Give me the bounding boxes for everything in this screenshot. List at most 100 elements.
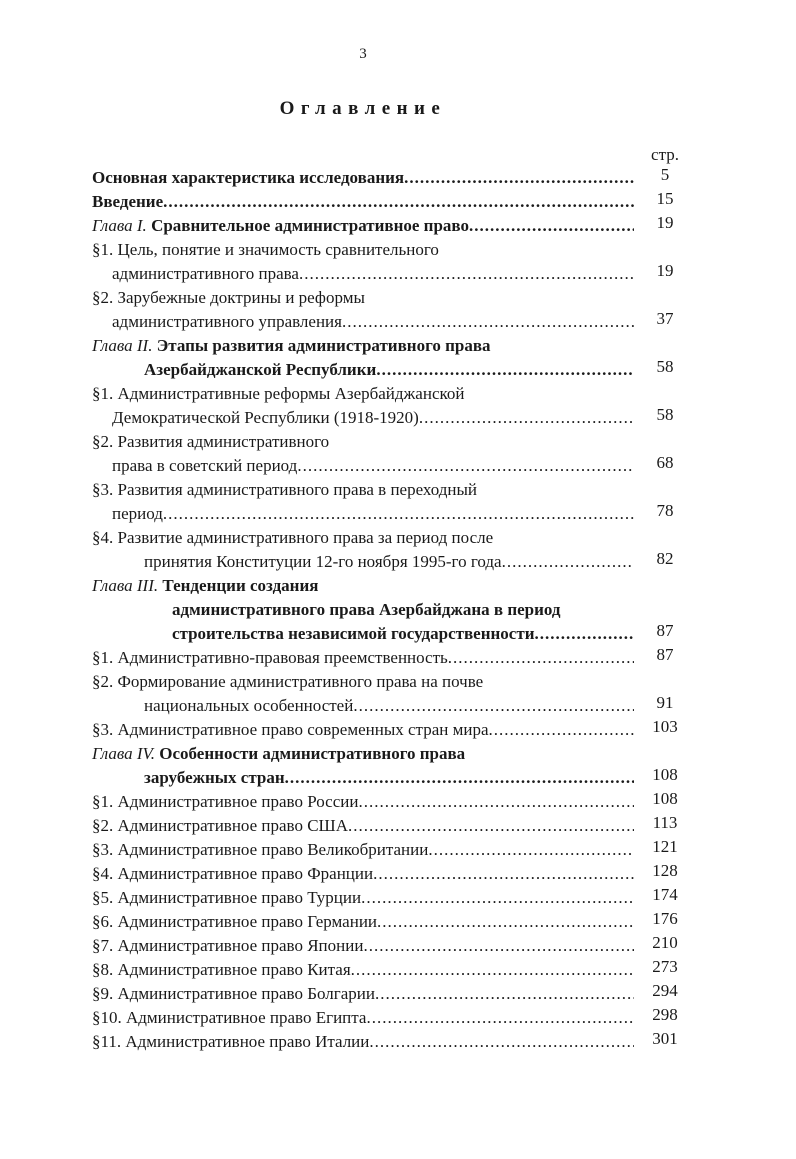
toc-entry-text: §3. Административное право современных с…: [92, 718, 489, 742]
dot-leader: [428, 838, 634, 862]
toc-line: §1. Административное право России 108: [92, 789, 696, 814]
toc-text-segment: §9. Административное право Болгарии: [92, 984, 375, 1003]
toc-entry-text: Глава IV. Особенности административного …: [92, 742, 465, 766]
title-row: Оглавление: [92, 96, 696, 122]
dot-leader: [369, 1030, 634, 1054]
toc-text-segment: §1. Административно-правовая преемственн…: [92, 648, 448, 667]
toc-line: Азербайджанской Республики 58: [92, 357, 696, 382]
toc-entry-text: строительства независимой государственно…: [172, 622, 535, 646]
toc-line: административного управления 37: [92, 309, 696, 334]
toc-line: §5. Административное право Турции 174: [92, 885, 696, 910]
page-number: 174: [652, 885, 678, 904]
toc-line: §2. Развития административного: [92, 430, 696, 454]
dot-leader: [448, 646, 634, 670]
dot-leader: [535, 622, 635, 646]
toc-text-segment: Демократической Республики (1918-1920): [112, 408, 419, 427]
table-of-contents: Основная характеристика исследования 5 Вве…: [92, 165, 696, 1054]
dot-leader: [375, 982, 634, 1006]
toc-text-segment: национальных особенностей: [144, 696, 354, 715]
scanned-page: 3 Оглавление стр. Основная характеристик…: [92, 44, 696, 1054]
dot-leader: [373, 862, 634, 886]
toc-text-segment: §2. Зарубежные доктрины и реформы: [92, 288, 365, 307]
toc-text-segment: Введение: [92, 192, 164, 211]
toc-line: §3. Развития административного права в п…: [92, 478, 696, 502]
dot-leader: [285, 766, 634, 790]
toc-entry-text: §4. Административное право Франции: [92, 862, 373, 886]
toc-entry-text: §3. Административное право Великобритани…: [92, 838, 428, 862]
dot-leader: [297, 454, 634, 478]
page-number: 273: [652, 957, 678, 976]
toc-text-segment: §8. Административное право Китая: [92, 960, 351, 979]
toc-text-segment: Глава IV.: [92, 744, 160, 763]
toc-text-segment: период: [112, 504, 163, 523]
toc-line: §6. Административное право Германии 176: [92, 909, 696, 934]
dot-leader: [376, 358, 634, 382]
toc-line: §3. Административное право Великобритани…: [92, 837, 696, 862]
toc-text-segment: §2. Формирование административного права…: [92, 672, 484, 691]
toc-text-segment: строительства независимой государственно…: [172, 624, 535, 643]
toc-line: §3. Административное право современных с…: [92, 717, 696, 742]
toc-line: зарубежных стран 108: [92, 765, 696, 790]
toc-text-segment: Тенденции создания: [162, 576, 319, 595]
page-number: 82: [656, 549, 674, 568]
page-number: 19: [656, 213, 674, 232]
toc-text-segment: Глава II.: [92, 336, 157, 355]
toc-line: §7. Административное право Японии 210: [92, 933, 696, 958]
toc-text-segment: §4. Административное право Франции: [92, 864, 374, 883]
dot-leader: [361, 886, 634, 910]
toc-text-segment: §7. Административное право Японии: [92, 936, 364, 955]
toc-line: §2. Формирование административного права…: [92, 670, 696, 694]
toc-entry-text: зарубежных стран: [144, 766, 285, 790]
toc-line: Основная характеристика исследования 5: [92, 165, 696, 190]
toc-line: период 78: [92, 501, 696, 526]
page-number: 103: [652, 717, 678, 736]
page-number: 5: [660, 165, 670, 184]
toc-line: Глава III. Тенденции создания: [92, 574, 696, 598]
dot-leader: [469, 214, 634, 238]
toc-entry-text: административного права: [112, 262, 299, 286]
toc-text-segment: зарубежных стран: [144, 768, 285, 787]
toc-entry-text: §6. Административное право Германии: [92, 910, 377, 934]
page-number: 68: [656, 453, 674, 472]
page-number: 210: [652, 933, 678, 952]
toc-line: принятия Конституции 12-го ноября 1995-г…: [92, 549, 696, 574]
toc-entry-text: §3. Развития административного права в п…: [92, 478, 477, 502]
page-column-header: стр.: [651, 145, 679, 164]
toc-text-segment: §4. Развитие административного права за …: [92, 528, 494, 547]
toc-text-segment: административного права Азербайджана в п…: [172, 600, 561, 619]
dot-leader: [377, 910, 634, 934]
toc-entry-text: §8. Административное право Китая: [92, 958, 351, 982]
toc-text-segment: права в советский период: [112, 456, 298, 475]
dot-leader: [351, 958, 634, 982]
toc-entry-text: §1. Цель, понятие и значимость сравнител…: [92, 238, 439, 262]
toc-entry-text: §2. Административное право США: [92, 814, 348, 838]
dot-leader: [299, 262, 634, 286]
page-folio: 3: [359, 46, 367, 62]
toc-line: Введение 15: [92, 189, 696, 214]
toc-entry-text: Введение: [92, 190, 163, 214]
toc-entry-text: §1. Административно-правовая преемственн…: [92, 646, 448, 670]
toc-text-segment: принятия Конституции 12-го ноября 1995-г…: [144, 552, 502, 571]
dot-leader: [348, 814, 634, 838]
page-number: 37: [656, 309, 674, 328]
page-number: 58: [656, 405, 674, 424]
dot-leader: [419, 406, 634, 430]
toc-entry-text: §11. Административное право Италии: [92, 1030, 369, 1054]
toc-entry-text: §1. Административное право России: [92, 790, 358, 814]
toc-text-segment: §1. Административные реформы Азербайджан…: [92, 384, 465, 403]
toc-entry-text: §4. Развитие административного права за …: [92, 526, 493, 550]
toc-text-segment: Азербайджанской Республики: [144, 360, 377, 379]
toc-entry-text: Азербайджанской Республики: [144, 358, 376, 382]
page-number: 87: [656, 645, 674, 664]
page-number: 121: [652, 837, 678, 856]
page-number: 78: [656, 501, 674, 520]
toc-entry-text: Основная характеристика исследования: [92, 166, 404, 190]
dot-leader: [163, 190, 634, 214]
toc-line: национальных особенностей 91: [92, 693, 696, 718]
toc-text-segment: §5. Административное право Турции: [92, 888, 362, 907]
page-number: 19: [656, 261, 674, 280]
toc-line: Глава I. Сравнительное административное …: [92, 213, 696, 238]
toc-entry-text: §2. Развития административного: [92, 430, 329, 454]
dot-leader: [489, 718, 635, 742]
toc-line: административного права 19: [92, 261, 696, 286]
